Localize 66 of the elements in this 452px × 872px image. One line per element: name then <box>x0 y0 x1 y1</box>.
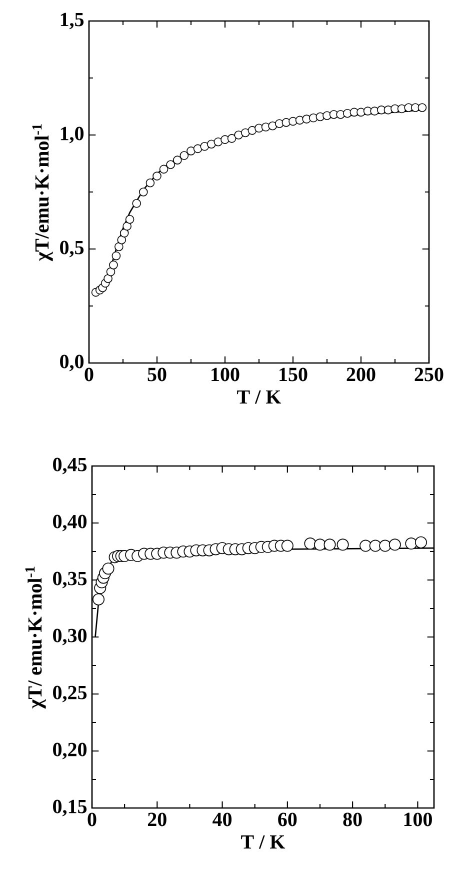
point <box>336 538 349 551</box>
y-tick-label: 0,45 <box>53 458 87 474</box>
x-tick-label: 0 <box>84 368 94 382</box>
point <box>180 151 189 160</box>
point <box>240 128 250 138</box>
point <box>152 172 162 180</box>
point <box>146 178 155 188</box>
point <box>139 188 148 196</box>
x-tick-label: 80 <box>343 812 362 826</box>
point <box>109 260 118 270</box>
point <box>173 156 182 164</box>
point <box>281 540 294 552</box>
x-tick-label: 100 <box>404 812 432 826</box>
point <box>106 267 116 276</box>
y-tick-label: 0,40 <box>53 514 87 532</box>
y-tick-label: 0,35 <box>53 572 87 588</box>
y-tick-label: 0,25 <box>53 686 87 702</box>
x-tick-label: 50 <box>148 368 166 382</box>
y-tick-label: 1,5 <box>60 12 84 30</box>
x-tick-label: 0 <box>88 812 96 826</box>
point <box>418 103 427 112</box>
y-tick-label: 0,5 <box>60 240 84 258</box>
point <box>120 228 129 238</box>
point <box>117 235 126 244</box>
point <box>125 214 134 224</box>
point <box>104 274 112 284</box>
point <box>166 160 175 170</box>
point <box>314 538 326 551</box>
point <box>268 121 277 130</box>
x-tick-label: 200 <box>346 368 376 382</box>
point <box>112 251 121 260</box>
point <box>132 199 141 208</box>
point <box>227 134 236 143</box>
point <box>388 538 401 551</box>
y-tick-label: 0,30 <box>53 628 87 646</box>
x-axis-title: T / K <box>241 835 286 849</box>
point <box>324 538 336 551</box>
y-tick-label: 0,20 <box>53 742 87 760</box>
y-tick-label: 1,0 <box>60 126 84 144</box>
point <box>414 536 427 548</box>
point <box>102 562 114 575</box>
y-axis-title: χT/emu·K·mol$^{-1}$ <box>32 124 53 262</box>
x-tick-label: 100 <box>212 368 240 382</box>
y-tick-label: 0,0 <box>60 354 84 372</box>
x-tick-label: 60 <box>278 812 297 826</box>
point <box>379 540 392 552</box>
point <box>206 140 216 149</box>
x-tick-label: 150 <box>280 368 308 382</box>
point <box>214 137 223 146</box>
x-axis-title: T / K <box>237 390 282 404</box>
point <box>405 538 418 550</box>
x-tick-label: 40 <box>212 812 232 826</box>
point <box>92 593 105 606</box>
y-tick-label: 0,15 <box>53 800 87 816</box>
point <box>248 126 257 135</box>
point <box>193 144 202 154</box>
point <box>114 242 124 252</box>
point <box>360 540 372 552</box>
point <box>159 164 168 174</box>
point <box>234 130 243 140</box>
point <box>186 146 196 156</box>
x-tick-label: 20 <box>148 812 166 826</box>
y-axis-title: χT/ emu·K·mol$^{-1}$ <box>25 566 46 709</box>
point <box>122 222 132 231</box>
x-tick-label: 250 <box>414 368 444 382</box>
point <box>369 540 382 552</box>
